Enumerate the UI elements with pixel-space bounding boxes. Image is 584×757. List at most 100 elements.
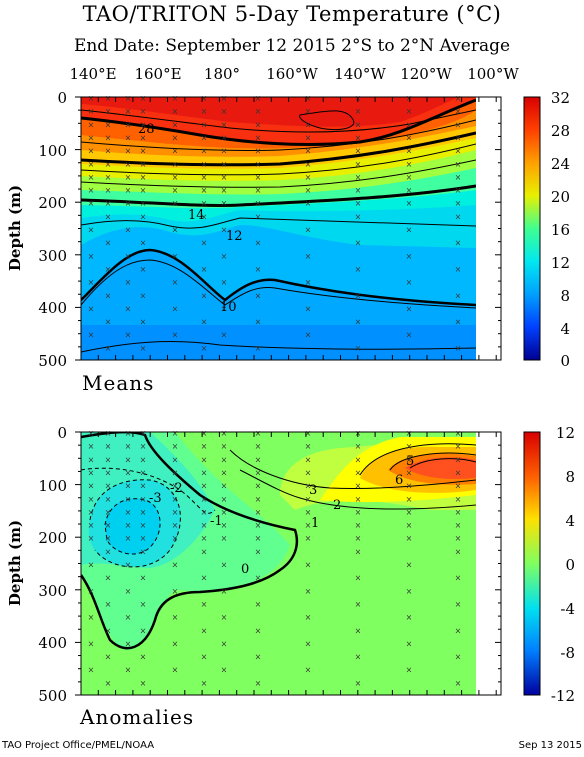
means-ytick-400: 400 bbox=[38, 299, 67, 317]
sample-mark: × bbox=[305, 666, 312, 675]
sample-mark: × bbox=[455, 120, 462, 129]
chart-title: TAO/TRITON 5-Day Temperature (°C) bbox=[82, 2, 502, 26]
sample-mark: × bbox=[455, 508, 462, 517]
sample-mark: × bbox=[140, 468, 147, 477]
sample-mark: × bbox=[255, 160, 262, 169]
means-ytick-100: 100 bbox=[38, 142, 67, 160]
sample-mark: × bbox=[355, 600, 362, 609]
sample-mark: × bbox=[125, 442, 132, 451]
sample-mark: × bbox=[105, 94, 112, 103]
sample-mark: × bbox=[221, 508, 228, 517]
sample-mark: × bbox=[455, 679, 462, 688]
means-ticks bbox=[75, 96, 501, 361]
sample-mark: × bbox=[355, 534, 362, 543]
sample-mark: × bbox=[305, 561, 312, 570]
sample-mark: × bbox=[255, 482, 262, 491]
anom-label-neg1: -1 bbox=[210, 514, 223, 529]
sample-mark: × bbox=[172, 173, 179, 182]
sample-mark: × bbox=[172, 107, 179, 116]
sample-mark: × bbox=[140, 495, 147, 504]
anom-ytick-300: 300 bbox=[38, 582, 67, 600]
sample-mark: × bbox=[355, 133, 362, 142]
sample-mark: × bbox=[125, 278, 132, 287]
sample-mark: × bbox=[125, 561, 132, 570]
sample-mark: × bbox=[88, 94, 95, 103]
sample-mark: × bbox=[105, 468, 112, 477]
sample-mark: × bbox=[406, 495, 413, 504]
sample-mark: × bbox=[172, 133, 179, 142]
sample-mark: × bbox=[105, 521, 112, 530]
sample-mark: × bbox=[406, 94, 413, 103]
sample-mark: × bbox=[305, 455, 312, 464]
footer-date: Sep 13 2015 bbox=[518, 740, 582, 751]
sample-mark: × bbox=[88, 482, 95, 491]
sample-mark: × bbox=[105, 482, 112, 491]
sample-mark: × bbox=[221, 442, 228, 451]
sample-mark: × bbox=[305, 331, 312, 340]
cb-anom-8: 8 bbox=[565, 468, 575, 486]
sample-mark: × bbox=[221, 482, 228, 491]
sample-mark: × bbox=[172, 160, 179, 169]
sample-mark: × bbox=[221, 278, 228, 287]
sample-mark: × bbox=[172, 94, 179, 103]
sample-mark: × bbox=[125, 186, 132, 195]
sample-mark: × bbox=[172, 561, 179, 570]
sample-mark: × bbox=[255, 495, 262, 504]
sample-mark: × bbox=[305, 495, 312, 504]
sample-mark: × bbox=[140, 120, 147, 129]
sample-mark: × bbox=[355, 521, 362, 530]
cb-mean-4: 4 bbox=[560, 320, 570, 338]
sample-mark: × bbox=[105, 212, 112, 221]
sample-mark: × bbox=[140, 455, 147, 464]
sample-mark: × bbox=[221, 226, 228, 235]
sample-mark: × bbox=[105, 160, 112, 169]
cb-mean-12: 12 bbox=[551, 254, 570, 272]
anomaly-sample-marks: × × × × × × × × × × × × × × × × × × × × × × × × × × × × × × × × × × × × × × × ×… bbox=[88, 429, 462, 688]
sample-mark: × bbox=[221, 186, 228, 195]
sample-mark: × bbox=[406, 482, 413, 491]
sample-mark: × bbox=[221, 252, 228, 261]
sample-mark: × bbox=[201, 521, 208, 530]
sample-mark: × bbox=[125, 666, 132, 675]
sample-mark: × bbox=[125, 173, 132, 182]
sample-mark: × bbox=[355, 173, 362, 182]
anom-ytick-200: 200 bbox=[38, 529, 67, 547]
sample-mark: × bbox=[406, 666, 413, 675]
sample-mark: × bbox=[255, 508, 262, 517]
sample-mark: × bbox=[125, 147, 132, 156]
sample-mark: × bbox=[172, 482, 179, 491]
sample-mark: × bbox=[355, 653, 362, 662]
sample-mark: × bbox=[255, 120, 262, 129]
sample-mark: × bbox=[105, 679, 112, 688]
sample-mark: × bbox=[455, 495, 462, 504]
sample-mark: × bbox=[140, 429, 147, 438]
sample-mark: × bbox=[255, 574, 262, 583]
sample-mark: × bbox=[355, 212, 362, 221]
sample-mark: × bbox=[140, 653, 147, 662]
sample-mark: × bbox=[406, 613, 413, 622]
anomaly-field: 5 6 3 2 1 0 -1 -2 -3 bbox=[81, 432, 476, 695]
sample-mark: × bbox=[201, 212, 208, 221]
sample-mark: × bbox=[305, 120, 312, 129]
sample-mark: × bbox=[355, 455, 362, 464]
sample-mark: × bbox=[105, 534, 112, 543]
sample-mark: × bbox=[221, 639, 228, 648]
sample-mark: × bbox=[201, 653, 208, 662]
sample-mark: × bbox=[255, 265, 262, 274]
contour-label-14: 14 bbox=[188, 208, 205, 223]
sample-mark: × bbox=[201, 574, 208, 583]
sample-mark: × bbox=[172, 278, 179, 287]
anom-ytick-400: 400 bbox=[38, 634, 67, 652]
sample-mark: × bbox=[355, 508, 362, 517]
sample-mark: × bbox=[455, 482, 462, 491]
sample-mark: × bbox=[455, 468, 462, 477]
sample-mark: × bbox=[221, 331, 228, 340]
sample-mark: × bbox=[255, 173, 262, 182]
sample-mark: × bbox=[88, 304, 95, 313]
sample-mark: × bbox=[105, 133, 112, 142]
sample-mark: × bbox=[105, 291, 112, 300]
lon-label-140w: 140°W bbox=[334, 65, 386, 83]
panel-label-anomalies: Anomalies bbox=[80, 705, 195, 729]
sample-mark: × bbox=[88, 107, 95, 116]
means-ytick-200: 200 bbox=[38, 194, 67, 212]
